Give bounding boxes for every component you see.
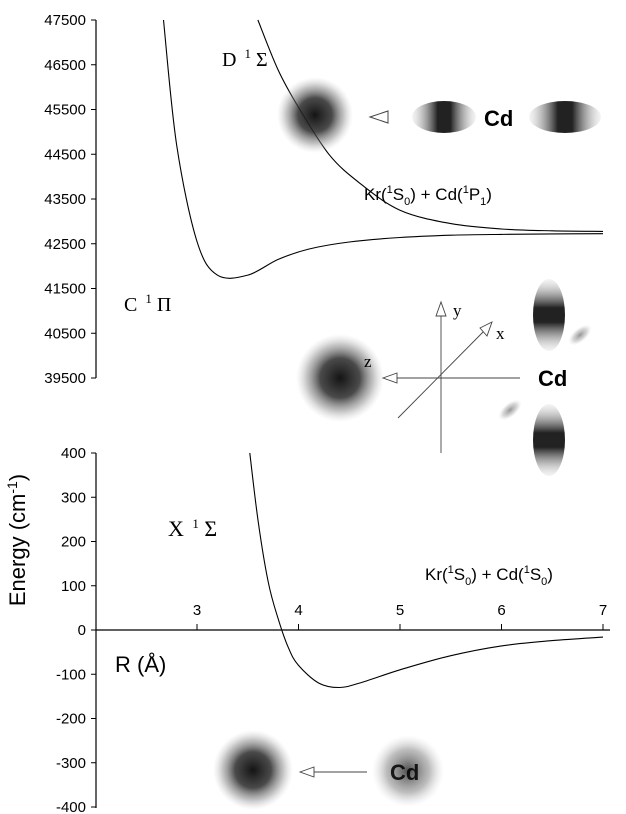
axis-x-line (398, 325, 490, 418)
axis-z-arrow (383, 373, 397, 383)
lower-y-tick-label: 400 (61, 445, 86, 462)
lower-y-tick-label: 200 (61, 534, 86, 551)
upper-y-ticks: 47500 46500 45500 44500 43500 42500 41500 40500… (44, 12, 96, 387)
x-state-orbital-sketch: Cd (213, 730, 444, 810)
kr-cloud-mid (296, 334, 384, 422)
axis-y-arrow (436, 302, 446, 316)
lower-x-tick-label: 5 (396, 602, 404, 619)
upper-asymptote-label: Kr(1S0) + Cd(1P1) (364, 184, 492, 208)
upper-panel: 47500 46500 45500 44500 43500 42500 41500 40500… (44, 12, 603, 476)
cd-p-lobe-up (533, 279, 565, 351)
upper-y-tick-label: 46500 (44, 57, 86, 74)
lower-y-tick-label: 100 (61, 578, 86, 595)
cd-label-mid: Cd (538, 366, 567, 391)
lower-x-tick-label: 4 (294, 602, 302, 619)
upper-y-tick-label: 40500 (44, 325, 86, 342)
lower-x-ticks: 3 4 5 6 7 (193, 602, 607, 630)
cd-label-top: Cd (484, 106, 513, 131)
x-state-label: X 1 Σ (168, 508, 217, 541)
lower-y-tick-label: -100 (56, 666, 86, 683)
upper-y-tick-label: 43500 (44, 191, 86, 208)
lower-y-ticks: 400 300 200 100 0 -100 -200 -300 -400 (56, 445, 96, 814)
upper-y-tick-label: 41500 (44, 281, 86, 298)
lower-y-tick-label: 300 (61, 489, 86, 506)
axis-x-label: x (496, 324, 505, 343)
lower-x-tick-label: 3 (193, 602, 201, 619)
upper-y-tick-label: 47500 (44, 12, 86, 29)
lower-y-tick-label: 0 (78, 622, 86, 639)
cd-p-lobe-faint-b (495, 396, 525, 425)
d-state-orbital-sketch: Cd (277, 77, 601, 153)
upper-y-tick-label: 44500 (44, 146, 86, 163)
lower-y-tick-label: -300 (56, 755, 86, 772)
lower-panel: 400 300 200 100 0 -100 -200 -300 -400 3 4 5 6 7 Ener… (4, 445, 610, 814)
cd-label-bottom: Cd (390, 760, 419, 785)
c-state-label: C 1 Π (124, 286, 171, 316)
upper-y-tick-label: 45500 (44, 102, 86, 119)
d-state-label: D 1 Σ (222, 41, 268, 71)
upper-y-tick-label: 42500 (44, 236, 86, 253)
lower-x-tick-label: 7 (599, 602, 607, 619)
lower-x-tick-label: 6 (497, 602, 505, 619)
x-axis-title: R (Å) (115, 652, 166, 677)
cd-p-lobe-faint-a (565, 321, 595, 350)
cd-p-lobe-left (412, 101, 476, 133)
axis-y-label: y (453, 301, 462, 320)
c-state-orbital-sketch: y x z Cd (296, 279, 595, 476)
cd-p-lobe-down (533, 404, 565, 476)
upper-y-tick-label: 39500 (44, 370, 86, 387)
arrow-head-top (370, 111, 388, 123)
kr-cloud-bottom (213, 730, 293, 810)
lower-asymptote-label: Kr(1S0) + Cd(1S0) (425, 564, 553, 588)
lower-y-tick-label: -400 (56, 799, 86, 814)
axis-z-label: z (364, 352, 372, 371)
lower-y-tick-label: -200 (56, 711, 86, 728)
cd-p-lobe-right (529, 101, 601, 133)
y-axis-title: Energy (cm-1) (4, 474, 30, 606)
arrow-head-bottom (300, 767, 314, 777)
kr-cloud-top (277, 77, 353, 153)
